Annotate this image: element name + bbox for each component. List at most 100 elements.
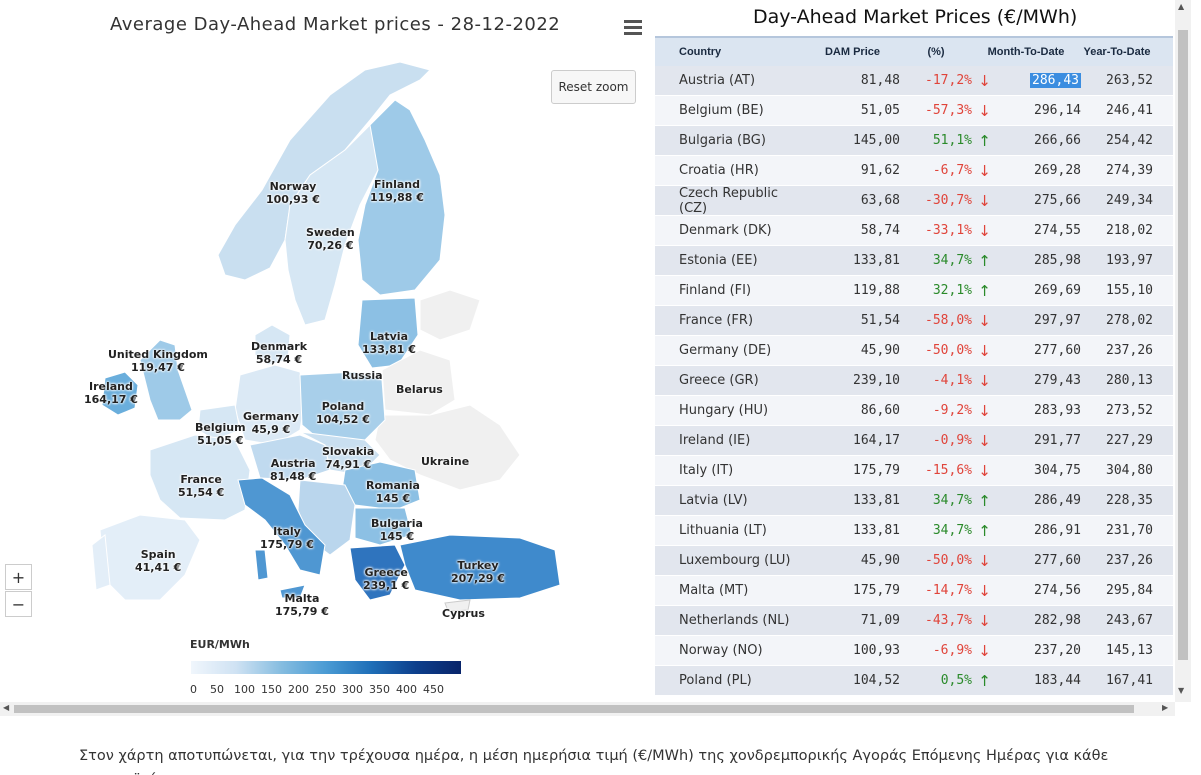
header-country[interactable]: Country (679, 46, 722, 58)
arrow-up-icon: ↑ (978, 671, 991, 690)
arrow-down-icon: ↓ (978, 581, 991, 600)
map-label-latvia: Latvia 133,81 € (362, 330, 416, 356)
map-label-turkey: Turkey 207,29 € (451, 559, 505, 585)
prices-table: Country DAM Price (%) Month-To-Date Year… (655, 36, 1173, 696)
vertical-scroll-thumb[interactable] (1178, 30, 1188, 660)
scroll-right-arrow-icon[interactable]: ▶ (1162, 703, 1169, 712)
cell-percent: 0,5% (940, 673, 972, 688)
cell-percent: -57,3% (925, 103, 972, 118)
country-greece (349, 544, 406, 601)
map-label-sweden: Sweden 70,26 € (306, 226, 355, 252)
cell-dam-price: 119,88 (853, 283, 900, 298)
table-row[interactable]: Germany (DE) 45,90 -50,0% ↓ 277,60 237,26 (655, 336, 1173, 366)
cell-country: Netherlands (NL) (679, 613, 790, 628)
legend-tick: 250 (315, 683, 336, 696)
arrow-down-icon: ↓ (978, 371, 991, 390)
map-label-austria: Austria 81,48 € (270, 457, 317, 483)
map-label-denmark: Denmark 58,74 € (251, 340, 308, 366)
table-row[interactable]: Hungary (HU) 86,60 -9,2% ↓ 283,93 273,52 (655, 396, 1173, 426)
table-row[interactable]: Italy (IT) 175,79 -15,6% ↓ 304,75 304,80 (655, 456, 1173, 486)
country-norway (217, 61, 431, 281)
arrow-down-icon: ↓ (978, 641, 991, 660)
cell-month-to-date: 291,77 (997, 433, 1083, 448)
table-row[interactable]: Greece (GR) 239,10 -4,1% ↓ 279,43 280,13 (655, 366, 1173, 396)
europe-map[interactable] (0, 0, 650, 640)
table-row[interactable]: Croatia (HR) 91,62 -6,7% ↓ 269,28 274,39 (655, 156, 1173, 186)
table-row[interactable]: Malta (MT) 175,79 -14,7% ↓ 274,56 295,84 (655, 576, 1173, 606)
zoom-in-button[interactable]: + (5, 564, 32, 590)
cell-month-to-date: 286,43 (997, 73, 1083, 88)
table-row[interactable]: Netherlands (NL) 71,09 -43,7% ↓ 282,98 243,67 (655, 606, 1173, 636)
cell-percent: 34,7% (932, 493, 972, 508)
cell-year-to-date: 254,42 (1106, 133, 1153, 148)
table-row[interactable]: Ireland (IE) 164,17 -0,9% ↓ 291,77 227,29 (655, 426, 1173, 456)
vertical-scrollbar[interactable]: ▲ ▼ (1175, 0, 1191, 702)
table-row[interactable]: Luxembourg (LU) 45,90 -50,0% ↓ 277,60 237,26 (655, 546, 1173, 576)
header-year-to-date[interactable]: Year-To-Date (1083, 46, 1151, 58)
cell-month-to-date-value: 275,66 (1034, 193, 1081, 208)
table-row[interactable]: Lithuania (LT) 133,81 34,7% ↑ 286,91 231,70 (655, 516, 1173, 546)
legend-tick: 450 (423, 683, 444, 696)
table-row[interactable]: Bulgaria (BG) 145,00 51,1% ↑ 266,66 254,42 (655, 126, 1173, 156)
cell-country: Finland (FI) (679, 283, 752, 298)
cell-year-to-date: 145,13 (1106, 643, 1153, 658)
cell-month-to-date: 277,60 (997, 553, 1083, 568)
table-row[interactable]: Finland (FI) 119,88 32,1% ↑ 269,69 155,10 (655, 276, 1173, 306)
cell-month-to-date: 275,66 (997, 193, 1083, 208)
cell-year-to-date: 246,41 (1106, 103, 1153, 118)
table-row[interactable]: Poland (PL) 104,52 0,5% ↑ 183,44 167,41 (655, 666, 1173, 696)
cell-year-to-date: 304,80 (1106, 463, 1153, 478)
arrow-down-icon: ↓ (978, 341, 991, 360)
reset-zoom-button[interactable]: Reset zoom (551, 70, 636, 104)
cell-month-to-date-value: 274,56 (1034, 583, 1081, 598)
legend-tick: 200 (288, 683, 309, 696)
country-uk (139, 339, 193, 421)
cell-dam-price: 71,09 (860, 613, 900, 628)
cell-month-to-date: 304,75 (997, 463, 1083, 478)
header-percent[interactable]: (%) (927, 46, 945, 58)
header-month-to-date[interactable]: Month-To-Date (987, 46, 1065, 58)
scroll-down-arrow-icon[interactable]: ▼ (1178, 686, 1185, 695)
arrow-up-icon: ↑ (978, 131, 991, 150)
cell-year-to-date: 167,41 (1106, 673, 1153, 688)
cell-year-to-date: 263,52 (1106, 73, 1153, 88)
cell-country: Poland (PL) (679, 673, 752, 688)
table-row[interactable]: Belgium (BE) 51,05 -57,3% ↓ 296,14 246,41 (655, 96, 1173, 126)
table-row[interactable]: Czech Republic (CZ) 63,68 -30,7% ↓ 275,66 249… (655, 186, 1173, 216)
table-row[interactable]: Estonia (EE) 133,81 34,7% ↑ 285,98 193,97 (655, 246, 1173, 276)
cell-dam-price: 104,52 (853, 673, 900, 688)
cell-dam-price: 133,81 (853, 493, 900, 508)
cell-month-to-date-value: 274,55 (1034, 223, 1081, 238)
cell-country: Bulgaria (BG) (679, 133, 766, 148)
table-row[interactable]: Latvia (LV) 133,81 34,7% ↑ 286,49 228,35 (655, 486, 1173, 516)
horizontal-scroll-thumb[interactable] (14, 705, 1134, 713)
table-row[interactable]: France (FR) 51,54 -58,0% ↓ 297,97 278,02 (655, 306, 1173, 336)
cell-dam-price: 175,79 (853, 463, 900, 478)
country-portugal (91, 534, 111, 591)
cell-year-to-date: 237,26 (1106, 343, 1153, 358)
cell-month-to-date-value: 266,66 (1034, 133, 1081, 148)
header-dam-price[interactable]: DAM Price (824, 46, 881, 58)
country-france (149, 434, 251, 521)
cell-month-to-date-value: 283,93 (1034, 403, 1081, 418)
table-row[interactable]: Austria (AT) 81,48 -17,2% ↓ 286,43 263,52 (655, 66, 1173, 96)
zoom-out-button[interactable]: − (5, 591, 32, 617)
cell-percent: -6,9% (932, 643, 972, 658)
map-label-poland: Poland 104,52 € (316, 400, 370, 426)
cell-dam-price: 51,05 (860, 103, 900, 118)
cell-month-to-date: 266,66 (997, 133, 1083, 148)
cell-dam-price: 164,17 (853, 433, 900, 448)
cell-month-to-date: 274,56 (997, 583, 1083, 598)
hamburger-menu-icon[interactable] (624, 20, 642, 36)
cell-dam-price: 63,68 (860, 193, 900, 208)
cell-dam-price: 91,62 (860, 163, 900, 178)
map-label-cyprus: Cyprus (442, 607, 485, 620)
map-label-germany: Germany 45,9 € (243, 410, 299, 436)
scroll-left-arrow-icon[interactable]: ◀ (3, 703, 10, 712)
horizontal-scrollbar[interactable]: ◀ ▶ (0, 702, 1175, 716)
scroll-up-arrow-icon[interactable]: ▲ (1178, 2, 1185, 11)
table-row[interactable]: Norway (NO) 100,93 -6,9% ↓ 237,20 145,13 (655, 636, 1173, 666)
cell-dam-price: 175,79 (853, 583, 900, 598)
cell-dam-price: 58,74 (860, 223, 900, 238)
table-row[interactable]: Denmark (DK) 58,74 -33,1% ↓ 274,55 218,02 (655, 216, 1173, 246)
